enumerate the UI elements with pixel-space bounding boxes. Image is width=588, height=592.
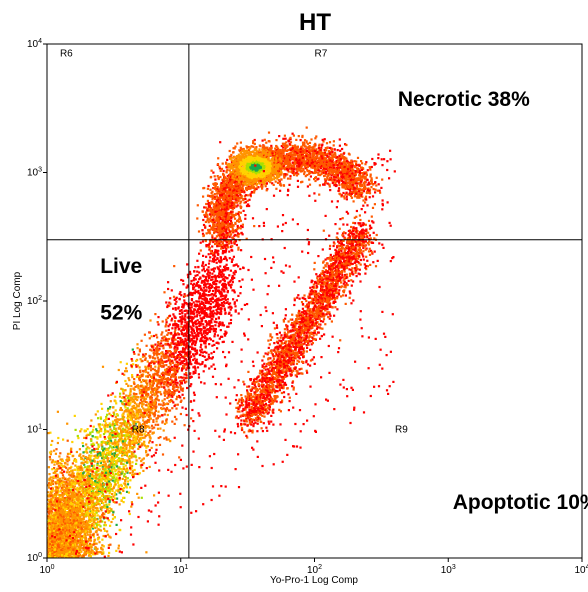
x-axis-ticks: 100 101 102 103 104 — [39, 558, 588, 576]
x-tick-label: 101 — [173, 564, 188, 576]
population-annotation: Apoptotic 10% — [453, 491, 588, 514]
y-tick-label: 100 — [27, 552, 42, 564]
y-tick-label: 104 — [27, 38, 42, 50]
population-annotation: Necrotic 38% — [398, 88, 530, 111]
x-tick-label: 100 — [39, 564, 54, 576]
x-tick-label: 103 — [441, 564, 456, 576]
region-label: R8 — [132, 424, 145, 435]
y-axis-ticks: 100 101 102 103 104 — [27, 38, 47, 564]
population-annotation: Live — [100, 255, 142, 278]
population-annotation: 52% — [100, 301, 142, 324]
event-density-dots — [47, 126, 396, 559]
y-tick-label: 101 — [27, 424, 42, 436]
region-label: R7 — [315, 48, 328, 59]
x-axis-label: Yo-Pro-1 Log Comp — [270, 575, 358, 586]
population-annotations: Necrotic 38% Live 52% Apoptotic 10% — [100, 88, 588, 514]
x-tick-label: 102 — [307, 564, 322, 576]
x-tick-label: 104 — [574, 564, 588, 576]
region-label: R6 — [60, 48, 73, 59]
y-tick-label: 102 — [27, 295, 42, 307]
chart-title: HT — [299, 9, 331, 36]
region-labels: R6 R7 R8 R9 — [60, 48, 408, 435]
y-axis-label: PI Log Comp — [12, 271, 23, 330]
region-label: R9 — [395, 424, 408, 435]
y-tick-label: 103 — [27, 167, 42, 179]
